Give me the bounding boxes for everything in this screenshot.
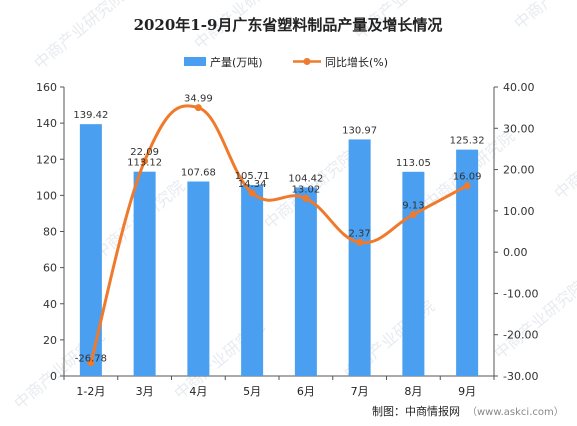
legend-bar-label: 产量(万吨) (210, 55, 263, 69)
bar-value-label: 107.68 (181, 168, 216, 179)
bar-value-label: 139.42 (73, 110, 108, 121)
right-axis-tick-label: -10.00 (503, 287, 538, 300)
bar-value-label: 104.42 (288, 173, 323, 184)
x-axis-category-label: 3月 (136, 385, 154, 398)
x-axis-category-label: 4月 (189, 385, 207, 398)
x-axis-category-label: 6月 (297, 385, 315, 398)
x-axis-category-label: 5月 (243, 385, 261, 398)
bar (133, 171, 156, 376)
growth-point (302, 194, 310, 202)
bar (294, 187, 317, 376)
right-axis-tick-label: 40.00 (503, 81, 535, 94)
legend-line-marker (303, 58, 311, 65)
bar-value-label: 113.05 (396, 158, 431, 169)
bar (402, 171, 425, 376)
growth-value-label: 34.99 (184, 94, 213, 105)
right-axis-tick-label: -20.00 (503, 329, 538, 342)
growth-value-label: 22.09 (130, 147, 159, 158)
growth-point (463, 182, 471, 190)
right-axis-tick-label: 20.00 (503, 164, 535, 177)
right-axis-tick-label: -30.00 (503, 370, 538, 383)
growth-value-label: 16.09 (453, 172, 482, 183)
bar-series (79, 124, 479, 376)
growth-point (141, 157, 149, 165)
right-axis-tick-label: 0.00 (503, 246, 528, 259)
left-axis-tick-label: 0 (50, 370, 57, 383)
bar-value-label: 113.12 (127, 158, 162, 169)
bar-value-label: 125.32 (450, 136, 485, 147)
growth-value-label: 2.37 (348, 228, 370, 239)
watermark-text: 中商产业研究院 (510, 0, 577, 33)
bar-value-label: 130.97 (342, 125, 377, 136)
data-labels: 139.42 113.12 107.68 105.71 104.42 130.97 113.… (73, 94, 484, 365)
bar (456, 149, 479, 376)
bar (187, 181, 210, 376)
legend-bar-swatch (184, 57, 206, 66)
growth-value-label: 14.34 (238, 179, 267, 190)
bar (79, 124, 102, 376)
source-credit: 制图：中商情报网 (372, 404, 460, 418)
bar-value-label: 105.71 (235, 171, 270, 182)
growth-point (194, 104, 202, 112)
source-url: （www.askci.com） (467, 406, 564, 418)
chart-title: 2020年1-9月广东省塑料制品产量及增长情况 (134, 16, 443, 34)
left-axis-tick-label: 40 (43, 298, 57, 311)
watermark-text: 中商产业研究院 (30, 0, 128, 73)
bar (241, 185, 264, 376)
left-axis-tick-label: 140 (36, 117, 57, 130)
growth-point (356, 238, 364, 246)
left-axis-tick-label: 80 (43, 226, 57, 239)
x-axis-category-label: 9月 (458, 385, 476, 398)
x-axis-category-label: 8月 (404, 385, 422, 398)
left-axis-tick-label: 20 (43, 334, 57, 347)
bar (348, 139, 371, 376)
left-axis-tick-label: 160 (36, 81, 57, 94)
growth-value-label: -26.78 (75, 354, 107, 365)
growth-point (248, 189, 256, 197)
line-series (87, 104, 471, 367)
legend-line-label: 同比增长(%) (325, 55, 388, 69)
growth-point (87, 359, 95, 367)
growth-value-label: 9.13 (402, 200, 424, 211)
right-axis-tick-label: 10.00 (503, 205, 535, 218)
axes: 0 20 40 60 80 100 120 140 160 -30.00 -20.00 -10.00 0… (36, 81, 538, 398)
left-axis-tick-label: 100 (36, 189, 57, 202)
growth-point (409, 210, 417, 218)
right-axis-tick-label: 30.00 (503, 122, 535, 135)
left-axis-tick-label: 60 (43, 262, 57, 275)
legend: 产量(万吨) 同比增长(%) (184, 55, 388, 69)
x-axis-category-label: 7月 (351, 385, 369, 398)
x-axis-category-label: 1-2月 (76, 385, 105, 398)
watermark-text: 中商产业研究院 (550, 117, 577, 204)
growth-value-label: 13.02 (292, 184, 321, 195)
left-axis-tick-label: 120 (36, 153, 57, 166)
